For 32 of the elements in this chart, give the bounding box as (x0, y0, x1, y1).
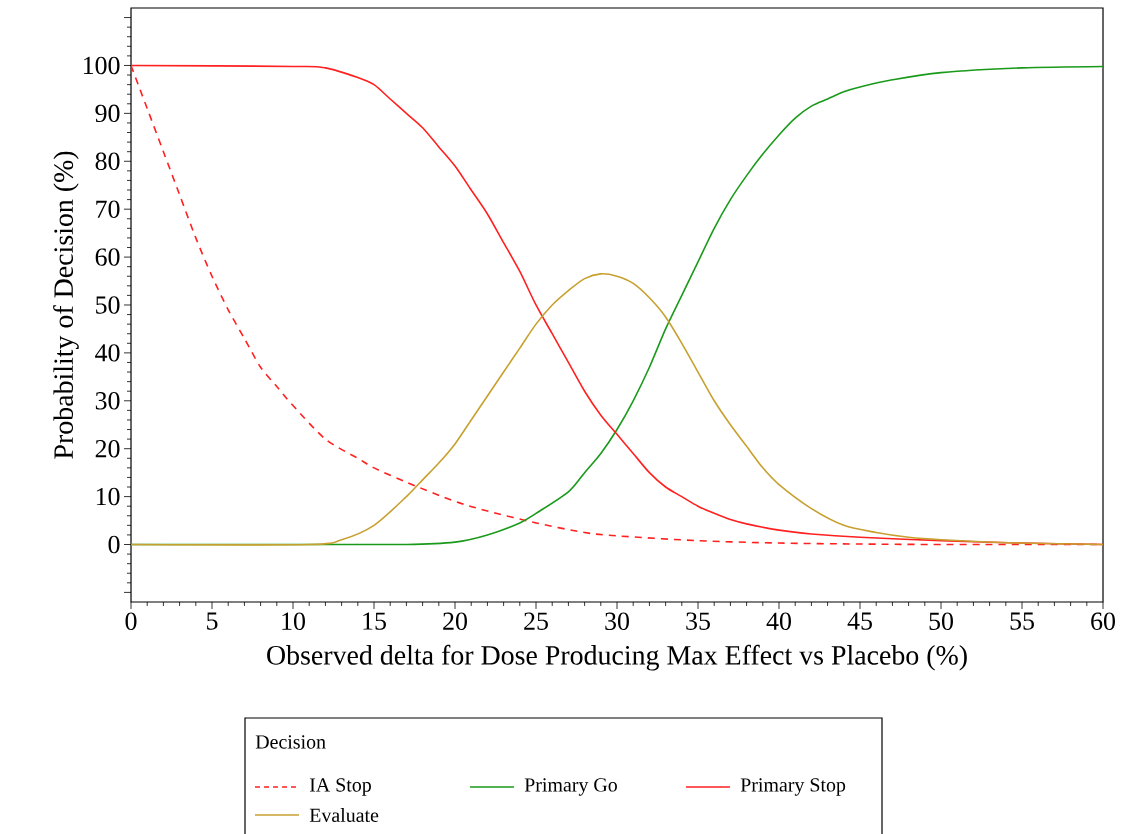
x-tick-label: 45 (847, 612, 872, 630)
legend-title: Decision (255, 735, 326, 749)
y-tick-label: 10 (96, 487, 120, 506)
x-tick-label: 10 (282, 612, 305, 630)
y-tick-label: 20 (95, 439, 120, 458)
x-tick-label: 15 (363, 612, 386, 630)
legend-label: Primary Stop (740, 778, 846, 796)
y-tick-label: 60 (95, 248, 120, 266)
x-tick-label: 25 (524, 612, 548, 630)
y-tick-label: 30 (95, 392, 120, 410)
x-tick-label: 0 (125, 612, 137, 630)
y-tick-label: 0 (108, 535, 120, 554)
y-tick-label: 80 (95, 152, 120, 171)
y-tick-label: 50 (96, 296, 120, 314)
legend-label: Evaluate (309, 807, 379, 822)
y-tick-label: 70 (96, 200, 120, 218)
legend-label: IA Stop (309, 778, 371, 796)
x-tick-label: 5 (207, 612, 218, 630)
x-tick-label: 35 (686, 612, 710, 630)
x-tick-label: 60 (1091, 612, 1115, 630)
x-tick-label: 55 (1010, 612, 1034, 630)
y-tick-label: 100 (83, 56, 120, 75)
y-tick-label: 40 (95, 344, 120, 362)
x-tick-label: 50 (929, 612, 953, 630)
y-tick-label: 90 (95, 104, 120, 123)
x-tick-label: 20 (443, 612, 467, 630)
line-series (131, 273, 1104, 546)
x-tick-label: 30 (605, 612, 629, 630)
x-tick-label: 40 (766, 612, 791, 630)
x-axis-title: Observed delta for Dose Producing Max Effect vs Placebo (%) (267, 644, 967, 671)
y-axis-title: Probability of Decision (%) (53, 151, 79, 459)
legend-label: Primary Go (524, 778, 617, 796)
